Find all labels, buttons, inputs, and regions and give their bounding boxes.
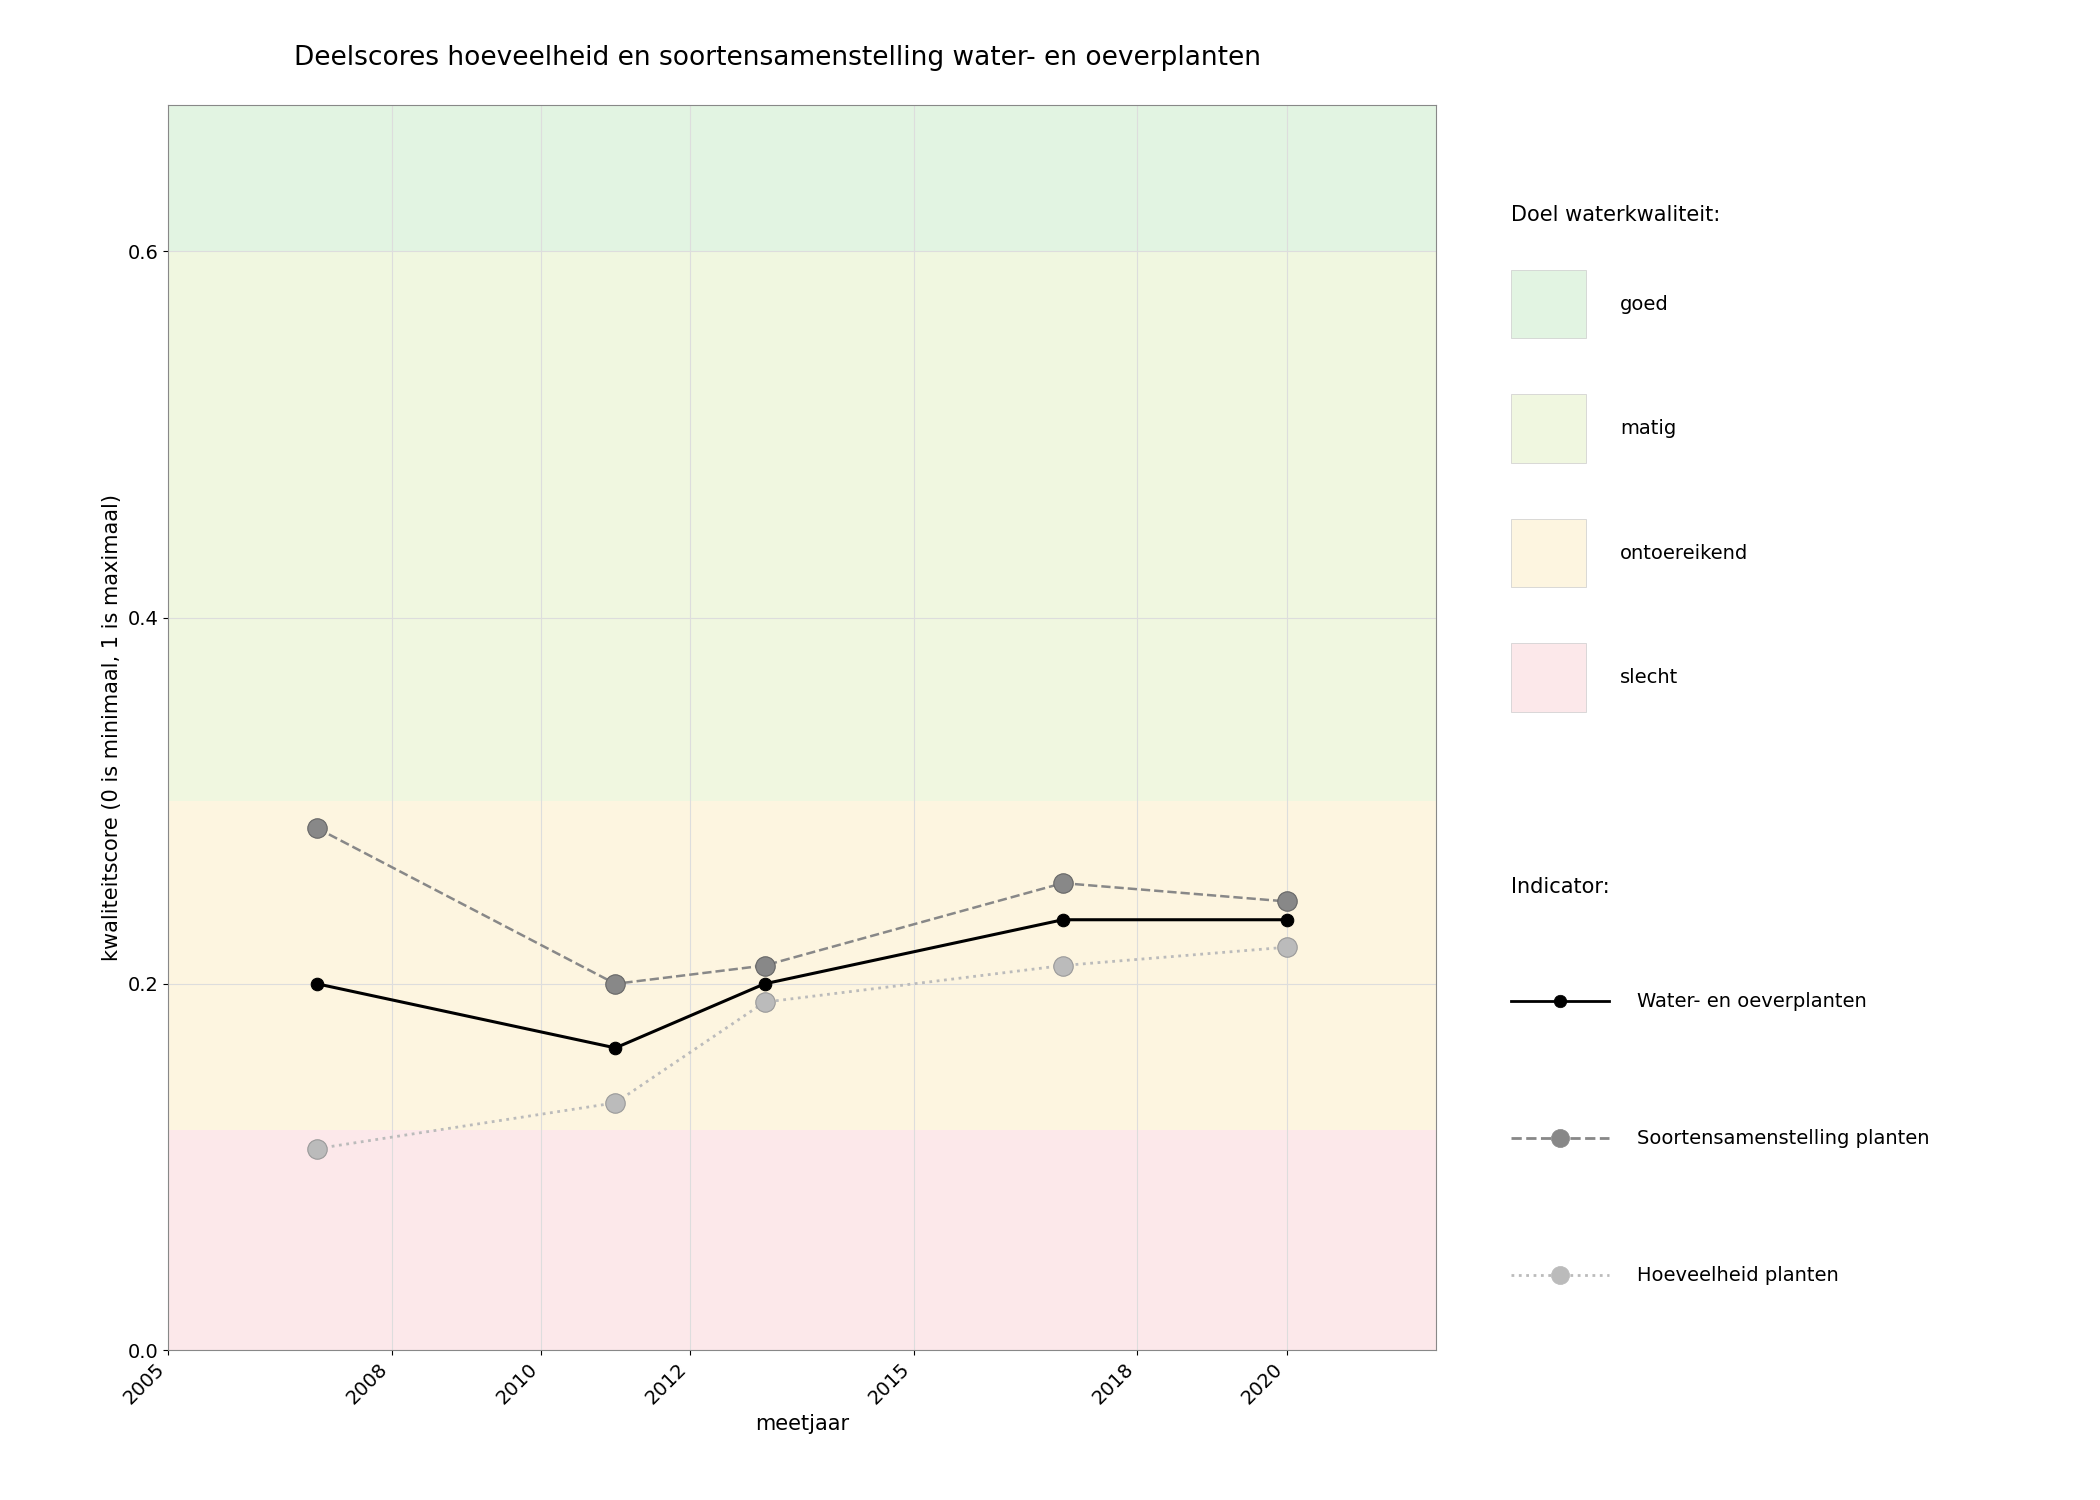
- Water- en oeverplanten: [1275, 910, 1300, 928]
- Water- en oeverplanten: [752, 975, 777, 993]
- Line: Water- en oeverplanten: Water- en oeverplanten: [311, 914, 1294, 1054]
- Water- en oeverplanten: [304, 975, 330, 993]
- Hoeveelheid planten: [603, 1094, 628, 1112]
- FancyBboxPatch shape: [1510, 519, 1586, 588]
- Text: matig: matig: [1619, 419, 1676, 438]
- Bar: [168, 252, 1436, 801]
- Soortensamenstelling planten: [304, 819, 330, 837]
- FancyBboxPatch shape: [1510, 644, 1586, 712]
- Text: Water- en oeverplanten: Water- en oeverplanten: [1638, 992, 1867, 1011]
- Text: Doel waterkwaliteit:: Doel waterkwaliteit:: [1510, 204, 1720, 225]
- Soortensamenstelling planten: [1050, 874, 1075, 892]
- Text: goed: goed: [1619, 294, 1670, 314]
- Soortensamenstelling planten: [603, 975, 628, 993]
- Hoeveelheid planten: [304, 1140, 330, 1158]
- Bar: [168, 801, 1436, 1131]
- Text: Soortensamenstelling planten: Soortensamenstelling planten: [1638, 1130, 1930, 1148]
- Line: Hoeveelheid planten: Hoeveelheid planten: [307, 938, 1296, 1158]
- Text: Hoeveelheid planten: Hoeveelheid planten: [1638, 1266, 1840, 1286]
- Text: Indicator:: Indicator:: [1510, 878, 1609, 897]
- Hoeveelheid planten: [1275, 938, 1300, 956]
- X-axis label: meetjaar: meetjaar: [754, 1413, 848, 1434]
- Soortensamenstelling planten: [752, 957, 777, 975]
- Bar: [168, 1131, 1436, 1350]
- FancyBboxPatch shape: [1510, 394, 1586, 464]
- Bar: [168, 105, 1436, 252]
- Text: slecht: slecht: [1619, 668, 1678, 687]
- Line: Soortensamenstelling planten: Soortensamenstelling planten: [307, 819, 1296, 993]
- Soortensamenstelling planten: [1275, 892, 1300, 910]
- Text: ontoereikend: ontoereikend: [1619, 543, 1749, 562]
- Hoeveelheid planten: [1050, 957, 1075, 975]
- FancyBboxPatch shape: [1510, 270, 1586, 339]
- Water- en oeverplanten: [1050, 910, 1075, 928]
- Y-axis label: kwaliteitscore (0 is minimaal, 1 is maximaal): kwaliteitscore (0 is minimaal, 1 is maxi…: [101, 494, 122, 962]
- Text: Deelscores hoeveelheid en soortensamenstelling water- en oeverplanten: Deelscores hoeveelheid en soortensamenst…: [294, 45, 1260, 70]
- Hoeveelheid planten: [752, 993, 777, 1011]
- Water- en oeverplanten: [603, 1040, 628, 1058]
